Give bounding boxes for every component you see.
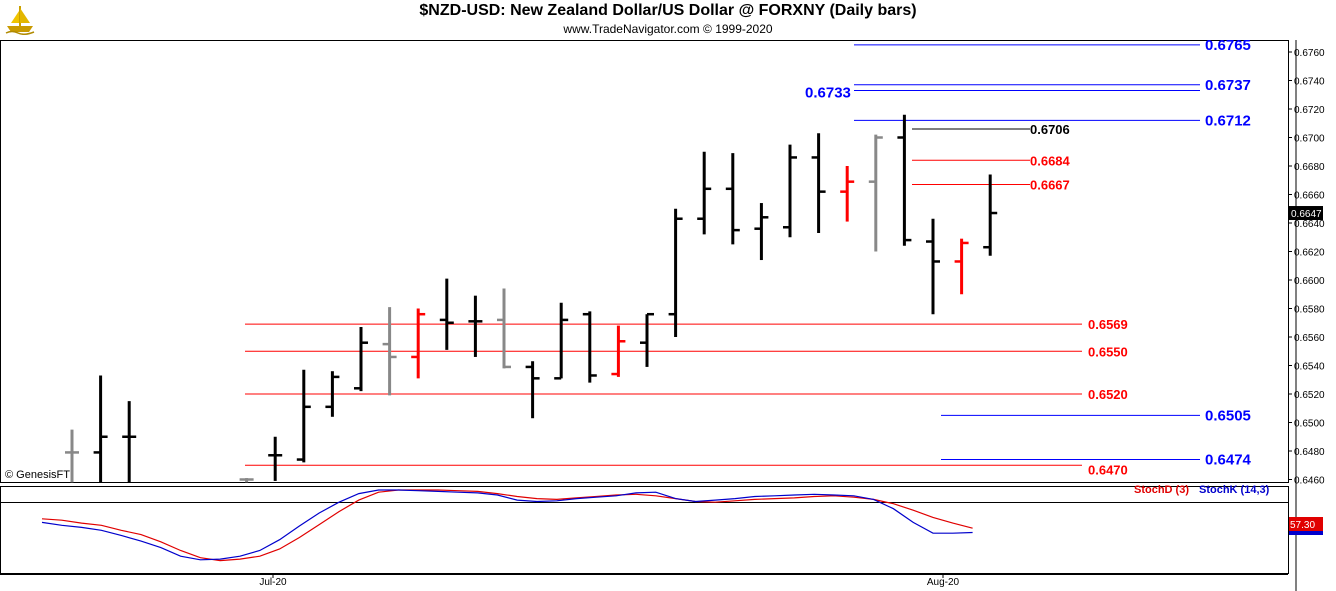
legend-stochk: StochK (14,3) bbox=[1199, 484, 1270, 496]
stoch-value-label: 57.30 bbox=[1290, 520, 1315, 531]
ohlc-bar bbox=[411, 308, 426, 379]
y-tick-label: 0.6560 bbox=[1294, 333, 1325, 344]
level-label: 0.6569 bbox=[1088, 317, 1128, 332]
ohlc-bar bbox=[926, 218, 940, 315]
last-price-box bbox=[1289, 206, 1323, 221]
level-label: 0.6667 bbox=[1030, 178, 1070, 193]
level-label: 0.6706 bbox=[1030, 122, 1070, 137]
level-label: 0.6505 bbox=[1205, 407, 1251, 424]
stoch-value-box-k bbox=[1289, 531, 1323, 535]
ohlc-bar bbox=[697, 151, 712, 235]
y-tick-label: 0.6760 bbox=[1294, 48, 1325, 59]
x-tick-label: Jul-20 bbox=[259, 577, 287, 588]
ohlc-bar bbox=[840, 166, 855, 222]
y-tick-label: 0.6680 bbox=[1294, 162, 1325, 173]
y-tick-label: 0.6700 bbox=[1294, 134, 1325, 145]
y-tick-label: 0.6500 bbox=[1294, 419, 1325, 430]
date-axis: Jul-20 Aug-20 bbox=[259, 574, 960, 588]
y-tick-label: 0.6460 bbox=[1294, 476, 1325, 487]
level-label: 0.6684 bbox=[1030, 153, 1071, 168]
ohlc-bar bbox=[811, 133, 826, 233]
legend-stochd: StochD (3) bbox=[1134, 484, 1189, 496]
y-tick-label: 0.6580 bbox=[1294, 305, 1325, 316]
ohlc-bar bbox=[525, 361, 540, 419]
stoch-series-line bbox=[41, 489, 973, 562]
y-tick-label: 0.6540 bbox=[1294, 362, 1325, 373]
stoch-value-box bbox=[1289, 517, 1323, 531]
level-label: 0.6733 bbox=[805, 84, 851, 101]
ohlc-bar bbox=[325, 371, 340, 417]
ohlc-bar bbox=[668, 208, 683, 337]
ohlc-bar bbox=[239, 478, 254, 483]
chart-subtitle: www.TradeNavigator.com © 1999-2020 bbox=[563, 22, 773, 36]
ohlc-bar bbox=[122, 401, 137, 483]
stoch-series-line bbox=[41, 489, 973, 561]
y-tick-label: 0.6740 bbox=[1294, 77, 1325, 88]
stoch-panel-border bbox=[0, 486, 1289, 574]
price-bars bbox=[65, 114, 998, 483]
y-tick-label: 0.6640 bbox=[1294, 219, 1325, 230]
ohlc-bar bbox=[783, 144, 797, 238]
level-label: 0.6765 bbox=[1205, 37, 1251, 54]
y-tick-label: 0.6480 bbox=[1294, 447, 1325, 458]
ohlc-bar bbox=[640, 312, 654, 367]
ohlc-bar bbox=[725, 153, 740, 245]
chart-title: $NZD-USD: New Zealand Dollar/US Dollar @… bbox=[419, 2, 917, 19]
y-tick-label: 0.6600 bbox=[1294, 276, 1325, 287]
ohlc-bar bbox=[296, 369, 311, 463]
ohlc-bar bbox=[611, 325, 626, 377]
ohlc-bar bbox=[497, 288, 511, 369]
last-price-label: 0.6647 bbox=[1291, 209, 1322, 220]
ohlc-bar bbox=[954, 238, 969, 295]
ohlc-bar bbox=[354, 327, 368, 392]
y-tick-label: 0.6620 bbox=[1294, 248, 1325, 259]
chart-header: $NZD-USD: New Zealand Dollar/US Dollar @… bbox=[0, 0, 1336, 40]
level-label: 0.6520 bbox=[1088, 387, 1128, 402]
ohlc-bar bbox=[983, 174, 998, 256]
y-tick-label: 0.6660 bbox=[1294, 191, 1325, 202]
y-tick-label: 0.6520 bbox=[1294, 390, 1325, 401]
price-panel-border bbox=[0, 40, 1289, 483]
ohlc-bar bbox=[868, 134, 883, 252]
level-label: 0.6712 bbox=[1205, 112, 1251, 129]
level-label: 0.6550 bbox=[1088, 344, 1128, 359]
ohlc-bar bbox=[582, 311, 597, 383]
level-label: 0.6474 bbox=[1205, 452, 1252, 469]
ohlc-bar bbox=[897, 114, 912, 246]
ohlc-bar bbox=[754, 203, 769, 261]
level-label: 0.6737 bbox=[1205, 77, 1251, 94]
ohlc-bar bbox=[382, 307, 397, 396]
chart-frame bbox=[0, 40, 1297, 591]
ohlc-bar bbox=[468, 295, 483, 357]
ship-logo-icon bbox=[4, 3, 36, 35]
price-axis: 0.6760 0.6740 0.6720 0.6700 0.6680 0.6660 0.66… bbox=[1288, 48, 1325, 487]
y-tick-label: 0.6720 bbox=[1294, 105, 1325, 116]
stochastic-panel: StochD (3) StochK (14,3) 57.30 bbox=[41, 484, 1323, 562]
level-label: 0.6470 bbox=[1088, 462, 1128, 477]
ohlc-bar bbox=[268, 436, 283, 481]
x-tick-label: Aug-20 bbox=[927, 577, 960, 588]
credit-label: © GenesisFT bbox=[5, 469, 70, 481]
ohlc-bar bbox=[65, 429, 79, 483]
ohlc-bar bbox=[439, 278, 454, 350]
ohlc-bar bbox=[93, 375, 108, 483]
price-levels: 0.6765 0.6737 0.6733 0.6712 0.6706 0.6684 0.66… bbox=[245, 37, 1252, 477]
ohlc-bar bbox=[554, 302, 569, 380]
